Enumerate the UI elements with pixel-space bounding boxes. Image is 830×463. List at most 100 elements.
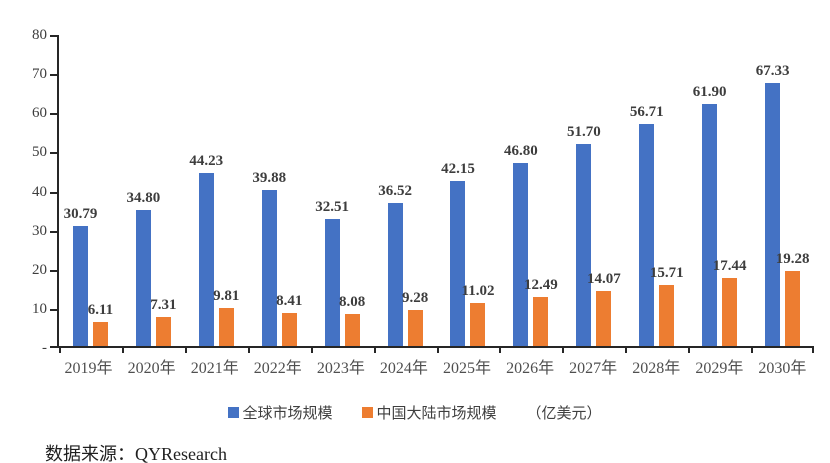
x-axis-tickmark — [436, 346, 439, 353]
bar-value-label: 9.81 — [213, 287, 240, 304]
bar-china: 8.08 — [339, 294, 365, 346]
bar-value-label: 17.44 — [712, 257, 747, 274]
bar-china: 8.41 — [276, 293, 302, 346]
bar-value-label: 14.07 — [586, 270, 621, 287]
bar-china: 6.11 — [88, 302, 113, 346]
x-axis-tickmark — [688, 346, 691, 353]
y-axis-tick-label: - — [42, 340, 47, 356]
x-axis-tickmark — [59, 346, 61, 353]
legend-swatch-china-icon — [362, 407, 374, 418]
x-axis-category-label: 2024年 — [379, 360, 428, 377]
bar-group: 42.15 11.02 — [437, 35, 500, 346]
bar-value-label: 67.33 — [755, 62, 790, 79]
bar-global: 67.33 — [756, 63, 789, 346]
y-axis-tick-label: 30 — [32, 222, 47, 239]
y-axis: 80 70 60 50 40 30 20 10 - — [12, 27, 57, 356]
y-axis-tick-label: 40 — [32, 183, 47, 200]
bar-group: 44.23 9.81 — [185, 35, 248, 346]
bar-global: 30.79 — [64, 206, 97, 346]
bar-china: 12.49 — [524, 277, 558, 346]
bar-global: 46.80 — [504, 143, 538, 346]
bar-value-label: 19.28 — [775, 250, 810, 267]
legend: 全球市场规模 中国大陆市场规模 （亿美元） — [0, 402, 830, 423]
bar-china: 11.02 — [462, 283, 494, 346]
plot-row: 80 70 60 50 40 30 20 10 - 30.79 6.11 34.80 7.31 44.2… — [12, 27, 814, 356]
bar-global: 39.88 — [252, 170, 286, 346]
x-axis-category-label: 2023年 — [316, 360, 365, 377]
bar-value-label: 11.02 — [461, 282, 495, 299]
x-axis-category-label: 2028年 — [632, 360, 681, 377]
y-axis-tick-label: 60 — [32, 105, 47, 122]
x-axis-category-label: 2020年 — [127, 360, 176, 377]
y-axis-tickmark — [50, 74, 57, 77]
legend-item-global: 全球市场规模 — [228, 402, 332, 423]
x-axis-spacer — [12, 354, 57, 378]
bar-value-label: 36.52 — [378, 183, 412, 200]
x-axis-tickmark — [812, 346, 814, 353]
bar-china: 17.44 — [713, 258, 747, 346]
y-axis-tickmark — [50, 191, 57, 194]
bar-value-label: 32.51 — [315, 198, 350, 215]
bar-global: 36.52 — [378, 183, 412, 346]
bar-value-label: 6.11 — [87, 302, 114, 319]
bar-value-label: 42.15 — [441, 161, 475, 178]
bar-global: 51.70 — [567, 124, 601, 346]
bar-china: 9.81 — [213, 288, 239, 346]
plot-area: 30.79 6.11 34.80 7.31 44.23 9.81 39.88 8.41 32.5… — [50, 35, 814, 353]
x-axis-tickmark — [247, 346, 250, 353]
x-axis-category-label: 2027年 — [569, 360, 618, 377]
y-axis-tick-label: 50 — [32, 144, 47, 161]
x-axis-tickmark — [751, 346, 754, 353]
x-axis: 2019年 2020年 2021年 2022年 2023年 2024年 2025年 2026年… — [12, 354, 814, 378]
y-axis-tickmark — [50, 269, 57, 272]
x-axis-category-label: 2026年 — [506, 360, 555, 377]
legend-item-china: 中国大陆市场规模 — [362, 402, 497, 423]
y-axis-tickmark — [50, 346, 57, 348]
data-source: 数据来源：QYResearch — [45, 444, 227, 463]
x-axis-category-label: 2021年 — [190, 360, 239, 377]
bar-value-label: 51.70 — [566, 123, 601, 140]
bar-group: 36.52 9.28 — [374, 35, 437, 346]
bar-group: 46.80 12.49 — [499, 35, 562, 346]
bar-china: 7.31 — [150, 297, 177, 346]
y-axis-tick-label: 70 — [32, 66, 47, 83]
bar-value-label: 9.28 — [401, 289, 429, 306]
y-axis-tickmark — [50, 152, 57, 155]
y-axis-tickmark — [50, 308, 57, 311]
x-axis-category-label: 2025年 — [443, 360, 492, 377]
x-axis-labels: 2019年 2020年 2021年 2022年 2023年 2024年 2025年 2026年… — [57, 354, 814, 378]
x-axis-tickmark — [121, 346, 124, 353]
x-axis-tickmark — [562, 346, 565, 353]
x-axis-tickmark — [310, 346, 313, 353]
y-axis-tick-label: 80 — [32, 27, 47, 43]
bar-value-label: 44.23 — [189, 152, 224, 169]
bar-value-label: 46.80 — [504, 142, 538, 159]
bar-global: 42.15 — [441, 161, 475, 346]
x-axis-tickmark — [373, 346, 376, 353]
bar-china: 19.28 — [776, 251, 809, 346]
bar-global: 34.80 — [127, 190, 160, 346]
bar-china: 15.71 — [650, 265, 684, 346]
bar-value-label: 15.71 — [649, 264, 684, 281]
x-axis-tickmark — [625, 346, 628, 353]
bar-global: 32.51 — [315, 199, 349, 346]
bar-group: 61.90 17.44 — [688, 35, 751, 346]
bar-value-label: 39.88 — [252, 169, 287, 186]
bar-group: 67.33 19.28 — [751, 35, 814, 346]
legend-label-china: 中国大陆市场规模 — [376, 406, 497, 422]
y-axis-tick-label: 20 — [32, 261, 47, 278]
y-axis-tickmark — [50, 35, 57, 37]
legend-swatch-global-icon — [228, 407, 240, 418]
bar-value-label: 12.49 — [524, 277, 558, 294]
bar-group: 30.79 6.11 — [59, 35, 122, 346]
x-axis-category-label: 2030年 — [758, 360, 807, 377]
y-axis-tick-label: 10 — [32, 300, 47, 317]
bar-value-label: 34.80 — [126, 189, 161, 206]
bar-value-label: 8.08 — [339, 294, 366, 311]
bar-group: 51.70 14.07 — [562, 35, 625, 346]
bar-china: 14.07 — [587, 271, 621, 346]
bar-group: 56.71 15.71 — [625, 35, 688, 346]
bar-global: 44.23 — [189, 153, 223, 346]
x-axis-category-label: 2019年 — [64, 360, 113, 377]
bar-value-label: 56.71 — [629, 104, 664, 121]
